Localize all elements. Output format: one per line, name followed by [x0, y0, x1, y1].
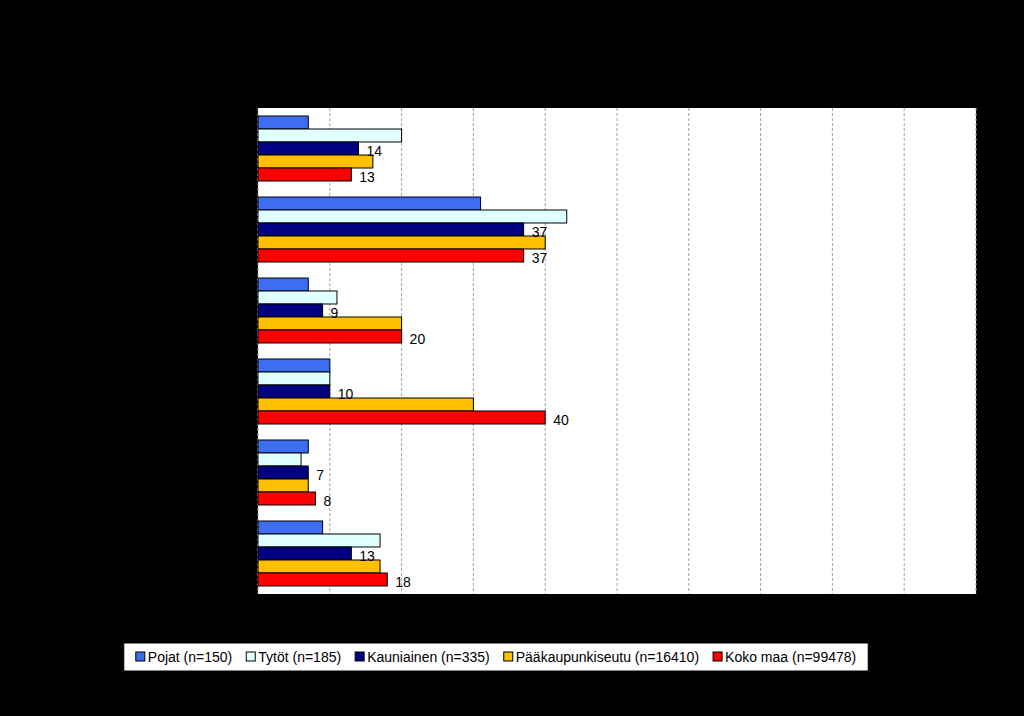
grid-line [832, 108, 833, 594]
grid-line [688, 108, 689, 594]
bar [258, 116, 308, 129]
grid-line [545, 108, 546, 594]
data-label: 10 [338, 386, 354, 402]
bar [258, 573, 387, 586]
bar [258, 440, 308, 453]
bar [258, 129, 402, 142]
data-labels: 14 37 9 10 7 13 13 37 20 40 8 18 [316, 143, 569, 590]
bar [258, 372, 330, 385]
bar [258, 466, 308, 479]
legend-marker [504, 652, 513, 661]
grid-line [617, 108, 618, 594]
data-label: 37 [532, 224, 548, 240]
data-label: 18 [395, 574, 411, 590]
grid-line [976, 108, 977, 594]
data-label: 37 [532, 250, 548, 266]
bar [258, 453, 301, 466]
legend-marker [246, 652, 255, 661]
grid-line [401, 108, 402, 594]
chart: 14 37 9 10 7 13 13 37 20 40 8 18 Pojat (n=150) Tytöt … [0, 0, 1024, 716]
background [0, 0, 1024, 716]
legend-label: Pääkaupunkiseutu (n=16410) [516, 649, 699, 665]
grid-line [904, 108, 905, 594]
legend-label: Kauniainen (n=335) [367, 649, 490, 665]
bar [258, 330, 402, 343]
data-label: 13 [359, 169, 375, 185]
bar [258, 534, 380, 547]
data-label: 7 [316, 467, 324, 483]
legend-marker [713, 652, 722, 661]
bar [258, 291, 337, 304]
bar [258, 236, 545, 249]
bar [258, 411, 545, 424]
bar [258, 521, 323, 534]
bar [258, 210, 567, 223]
data-label: 14 [367, 143, 383, 159]
legend-label: Koko maa (n=99478) [725, 649, 856, 665]
bar [258, 385, 330, 398]
grid-line [760, 108, 761, 594]
legend-label: Tytöt (n=185) [258, 649, 341, 665]
legend-marker [355, 652, 364, 661]
grid-line [473, 108, 474, 594]
plot-area [258, 108, 976, 594]
data-label: 8 [323, 493, 331, 509]
data-label: 40 [553, 412, 569, 428]
bar [258, 359, 330, 372]
bar [258, 155, 373, 168]
legend-label: Pojat (n=150) [148, 649, 232, 665]
legend: Pojat (n=150) Tytöt (n=185) Kauniainen (n=… [124, 643, 868, 671]
legend-box [124, 643, 868, 671]
bar [258, 168, 351, 181]
bar [258, 547, 351, 560]
bar [258, 398, 473, 411]
data-label: 13 [359, 548, 375, 564]
bar [258, 304, 323, 317]
data-label: 9 [331, 305, 339, 321]
bar [258, 249, 524, 262]
legend-marker [136, 652, 145, 661]
bar [258, 142, 359, 155]
bar [258, 223, 524, 236]
bar [258, 197, 481, 210]
bar [258, 492, 315, 505]
bars [258, 116, 567, 586]
bar [258, 278, 308, 291]
bar [258, 479, 308, 492]
data-label: 20 [410, 331, 426, 347]
